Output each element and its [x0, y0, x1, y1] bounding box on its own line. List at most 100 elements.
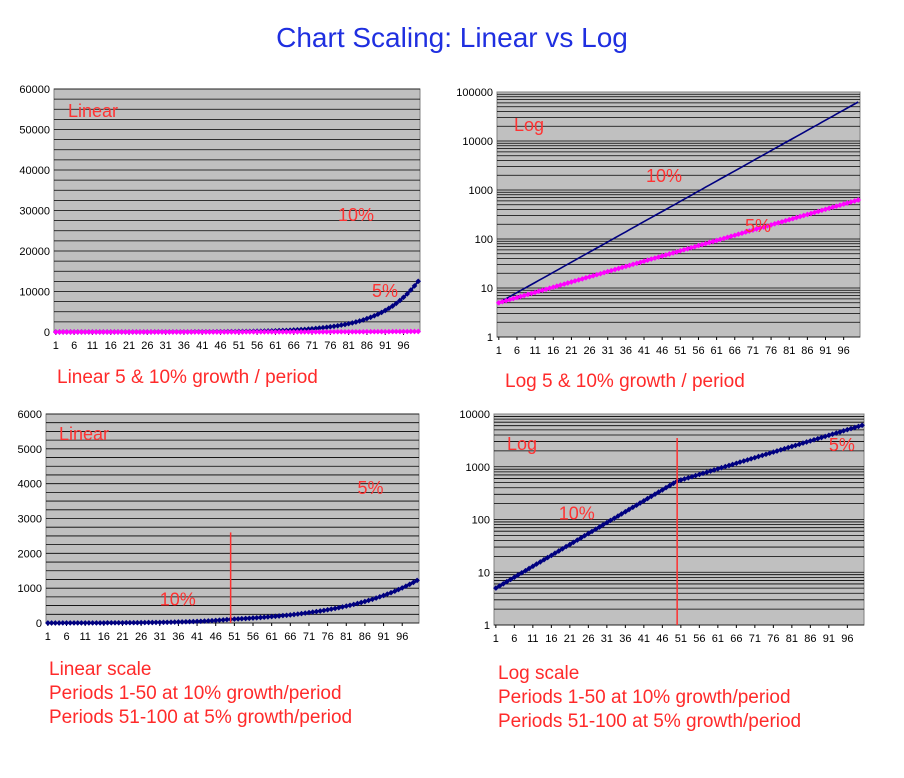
- data-point: [74, 620, 81, 626]
- data-point: [309, 325, 315, 332]
- data-point: [192, 329, 198, 335]
- x-tick-label: 71: [306, 340, 318, 352]
- data-point: [298, 610, 305, 617]
- x-tick-label: 91: [823, 633, 835, 645]
- data-point: [334, 322, 341, 329]
- data-point: [526, 565, 532, 572]
- x-tick-label: 6: [511, 633, 517, 645]
- data-point: [276, 329, 282, 335]
- data-point: [272, 329, 279, 335]
- data-point: [171, 619, 178, 625]
- data-point: [382, 328, 389, 335]
- data-point: [239, 329, 246, 335]
- data-point: [493, 585, 499, 591]
- data-point: [130, 619, 137, 626]
- data-point: [119, 619, 126, 626]
- data-point: [108, 619, 115, 626]
- data-point: [411, 283, 418, 289]
- x-tick-label: 81: [343, 340, 355, 352]
- data-point: [268, 613, 275, 620]
- y-tick-label: 10000: [19, 287, 50, 299]
- x-tick-label: 31: [602, 345, 614, 357]
- data-point: [338, 328, 345, 335]
- x-tick-label: 61: [712, 633, 724, 645]
- series-line: [498, 101, 859, 304]
- y-tick-label: 40000: [19, 165, 50, 177]
- data-point: [265, 614, 271, 620]
- data-point: [56, 620, 62, 626]
- data-point: [364, 328, 370, 335]
- data-point: [276, 613, 282, 619]
- data-point: [375, 328, 381, 335]
- data-point: [96, 329, 103, 335]
- x-tick-label: 46: [656, 633, 668, 645]
- data-point: [397, 297, 403, 304]
- x-tick-label: 71: [749, 633, 761, 645]
- data-point: [104, 619, 111, 626]
- data-point: [235, 616, 241, 622]
- data-point: [144, 329, 151, 335]
- x-tick-label: 41: [638, 345, 650, 357]
- x-tick-label: 76: [321, 631, 333, 643]
- data-point: [415, 328, 422, 335]
- data-point: [622, 508, 629, 515]
- data-point: [652, 491, 658, 498]
- data-point: [338, 322, 345, 328]
- data-point: [323, 329, 330, 335]
- data-point: [228, 329, 235, 335]
- data-point: [205, 618, 212, 624]
- data-point: [626, 506, 632, 513]
- data-point: [141, 619, 148, 626]
- data-point: [201, 618, 208, 624]
- data-point: [312, 325, 319, 332]
- y-tick-label: 0: [44, 327, 50, 339]
- y-tick-label: 4000: [18, 479, 42, 491]
- chart-title: Chart Scaling: Linear vs Log: [276, 22, 628, 53]
- x-tick-label: 51: [675, 633, 687, 645]
- data-point: [663, 484, 669, 491]
- y-tick-label: 10000: [462, 136, 493, 148]
- data-point: [183, 618, 189, 625]
- data-point: [404, 291, 411, 297]
- segment-label: 10%: [559, 504, 595, 524]
- x-tick-label: 41: [638, 633, 650, 645]
- x-tick-label: 31: [160, 340, 172, 352]
- x-tick-label: 96: [838, 345, 850, 357]
- data-point: [327, 328, 334, 335]
- data-point: [581, 532, 588, 539]
- caption-linear-scale: Linear scale Periods 1-50 at 10% growth/…: [49, 658, 352, 730]
- y-tick-label: 100: [472, 515, 490, 527]
- data-point: [170, 329, 176, 335]
- data-point: [356, 328, 363, 335]
- y-tick-label: 60000: [19, 84, 50, 96]
- x-tick-label: 56: [247, 631, 259, 643]
- x-tick-label: 86: [804, 633, 816, 645]
- data-point: [410, 579, 417, 586]
- y-tick-label: 1000: [466, 462, 490, 474]
- data-point: [261, 614, 268, 621]
- x-tick-label: 36: [619, 633, 631, 645]
- x-tick-label: 66: [730, 633, 742, 645]
- y-tick-label: 6000: [18, 409, 42, 421]
- data-point: [145, 619, 152, 626]
- data-point: [393, 328, 400, 335]
- data-point: [504, 578, 510, 585]
- x-tick-label: 86: [361, 340, 373, 352]
- series-5pct: [495, 197, 862, 306]
- data-point: [188, 329, 195, 335]
- data-point: [74, 329, 81, 335]
- data-point: [242, 615, 249, 622]
- data-point: [618, 511, 625, 517]
- x-tick-label: 6: [63, 631, 69, 643]
- data-point: [321, 607, 327, 614]
- data-point: [294, 611, 301, 617]
- data-point: [212, 617, 219, 624]
- data-point: [574, 537, 581, 543]
- gridlines: [497, 93, 860, 338]
- data-point: [138, 619, 144, 626]
- x-tick-label: 96: [396, 631, 408, 643]
